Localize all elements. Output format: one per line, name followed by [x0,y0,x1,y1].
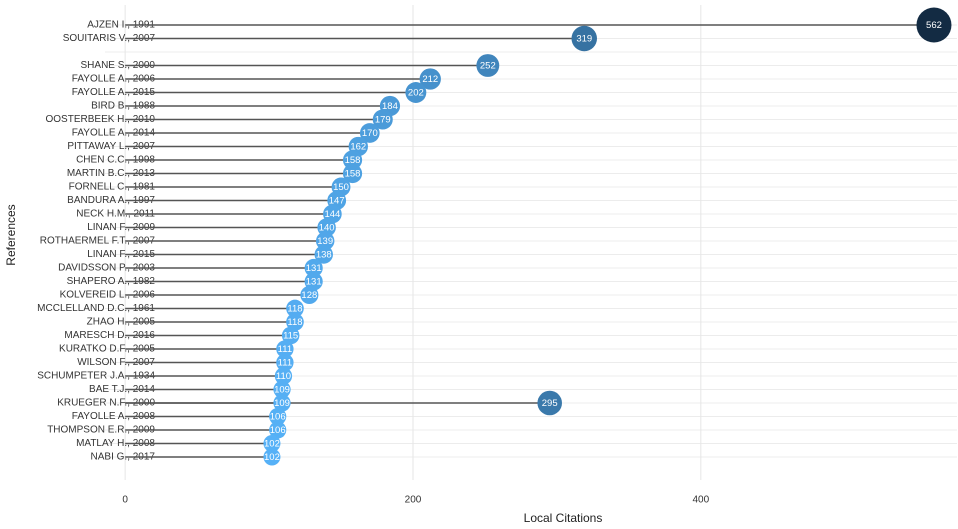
dot [317,218,336,237]
x-tick-label: 0 [122,495,128,506]
dot [359,123,380,143]
value-label: 118 [287,317,302,328]
value-label: 184 [382,101,398,112]
dot [276,340,294,358]
value-label: 179 [375,115,391,126]
y-tick-label: ROTHAERMEL F.T., 2007 [40,236,156,247]
y-tick-label: ZHAO H., 2005 [87,317,156,328]
dot [419,68,441,90]
y-tick-label: FAYOLLE A., 2008 [72,411,156,422]
y-tick-label: LINAN F., 2009 [87,222,155,233]
value-label: 131 [306,263,322,274]
y-tick-label: FAYOLLE A., 2015 [72,87,156,98]
value-label: 319 [576,34,592,45]
y-tick-label: CHEN C.C., 1998 [76,155,155,166]
value-label: 158 [345,155,361,166]
y-tick-label: SHAPERO A., 1982 [67,276,156,287]
value-label: 131 [306,277,322,288]
value-label: 118 [287,304,302,315]
y-tick-label: THOMPSON E.R., 2009 [47,425,155,436]
value-label: 138 [316,250,332,261]
value-label: 212 [422,74,438,85]
value-label: 144 [324,209,340,220]
dot [286,299,304,318]
value-label: 128 [301,290,317,301]
dot [314,245,333,264]
value-label: 295 [542,398,558,409]
y-tick-label: MARESCH D., 2016 [64,330,155,341]
dot [273,394,291,412]
value-label: 162 [350,142,366,153]
dot [286,313,304,331]
value-label: 170 [362,128,378,139]
value-label: 109 [274,385,290,396]
y-tick-label: AJZEN I., 1991 [87,20,155,31]
y-axis-title: References [4,204,18,265]
dot [269,421,287,439]
dot [274,367,293,385]
dot [916,7,952,43]
dot [263,435,281,452]
value-label: 562 [926,20,942,31]
dot [273,380,291,399]
value-label: 202 [408,88,424,99]
dot [372,109,393,130]
value-label: 102 [264,452,280,463]
x-axis-title: Local Citations [524,511,603,525]
dot [342,163,363,184]
y-tick-label: LINAN F., 2015 [87,249,155,260]
value-label: 109 [274,398,290,409]
dot [315,231,335,251]
value-label: 115 [283,331,298,342]
y-tick-label: OOSTERBEEK H., 2010 [46,114,156,125]
dot [263,448,281,466]
y-tick-label: MARTIN B.C., 2013 [67,168,156,179]
x-tick-label: 400 [692,495,709,506]
y-tick-label: PITTAWAY L., 2007 [67,141,155,152]
y-tick-label: MATLAY H., 2008 [76,438,155,449]
value-label: 158 [345,169,361,180]
value-label: 102 [264,439,280,450]
value-label: 150 [333,182,349,193]
dot [304,258,323,278]
y-tick-label: BIRD B., 1988 [91,101,155,112]
y-tick-label: SHANE S., 2000 [81,60,156,71]
y-tick-label: KOLVEREID L., 2006 [60,290,156,301]
y-tick-label: SOUITARIS V., 2007 [63,33,156,44]
value-label: 111 [278,358,292,369]
dot [476,54,500,77]
y-tick-label: KRUEGER N.F., 2000 [57,398,155,409]
y-tick-label: SCHUMPETER J.A., 1934 [37,371,155,382]
y-tick-label: BANDURA A., 1997 [67,195,155,206]
value-label: 110 [276,371,291,382]
dot [405,82,427,103]
y-tick-label: MCCLELLAND D.C., 1961 [37,303,155,314]
value-label: 111 [278,344,292,355]
y-tick-label: FAYOLLE A., 2006 [72,74,156,85]
y-tick-label: KURATKO D.F., 2005 [59,344,155,355]
y-tick-label: FORNELL C., 1981 [69,182,156,193]
value-label: 106 [270,412,286,423]
dot [571,25,597,52]
value-label: 106 [270,425,286,436]
dot [342,150,363,170]
y-tick-label: DAVIDSSON P., 2003 [58,263,155,274]
x-tick-label: 200 [405,495,422,506]
dot [300,285,319,305]
y-tick-label: NECK H.M., 2011 [76,209,155,220]
y-tick-label: FAYOLLE A., 2014 [72,128,156,139]
y-tick-label: NABI G., 2017 [91,452,156,463]
dot [281,326,300,345]
value-label: 140 [319,223,335,234]
value-label: 147 [329,196,345,207]
dot [269,407,287,426]
dot [537,390,562,416]
dot [276,353,294,372]
value-label: 252 [480,61,496,72]
value-label: 139 [317,236,333,247]
y-tick-label: BAE T.J., 2014 [89,384,155,395]
y-tick-label: WILSON F., 2007 [77,357,155,368]
